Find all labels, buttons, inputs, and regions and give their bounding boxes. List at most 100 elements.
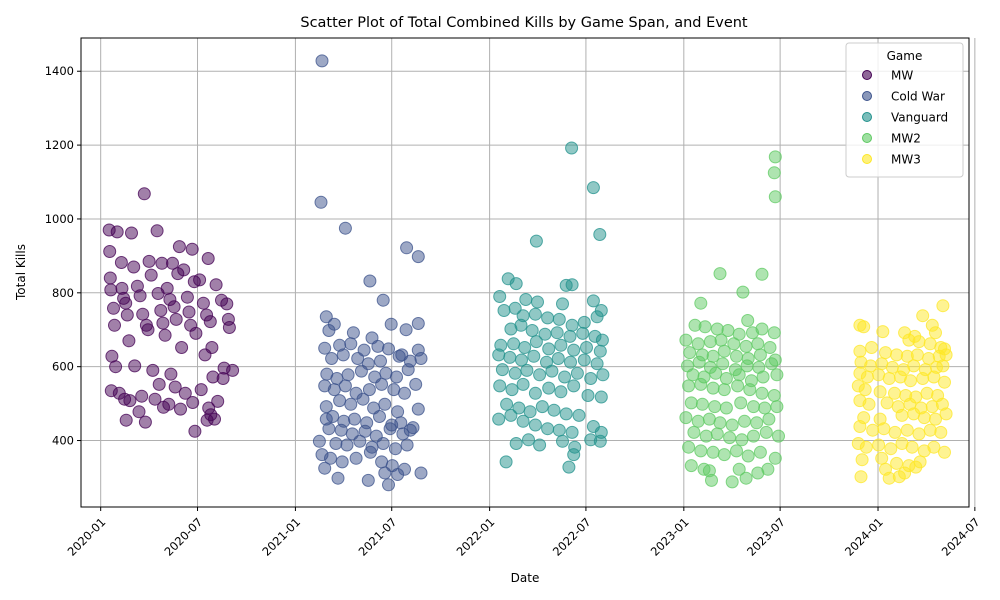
data-point [220, 297, 234, 311]
data-point [182, 305, 196, 319]
data-point [391, 405, 405, 419]
data-point [934, 425, 948, 439]
data-point [750, 416, 764, 430]
data-point [767, 389, 781, 402]
legend-marker [862, 133, 872, 143]
data-point [185, 242, 199, 256]
data-point [189, 326, 203, 340]
data-point [122, 334, 136, 348]
data-point [324, 451, 337, 465]
y-tick-label: 600 [52, 360, 74, 374]
data-point [890, 348, 904, 362]
data-point [103, 245, 117, 258]
data-point [351, 352, 365, 365]
data-point [169, 312, 183, 326]
x-axis-label: Date [511, 571, 540, 585]
data-point [679, 333, 693, 347]
data-point [334, 423, 348, 437]
data-point [547, 403, 561, 417]
data-point [362, 383, 376, 397]
data-point [154, 304, 168, 317]
data-point [541, 422, 555, 436]
data-point [349, 451, 363, 465]
data-point [333, 394, 347, 408]
data-point [505, 383, 519, 397]
data-point [322, 324, 336, 337]
data-point [150, 224, 164, 238]
data-point [312, 434, 326, 448]
data-point [201, 252, 215, 265]
data-point [765, 357, 779, 371]
data-point [142, 254, 156, 268]
data-point [508, 301, 522, 315]
x-tick: 2022-07 [550, 507, 594, 559]
data-point [686, 368, 700, 382]
data-point [565, 425, 579, 439]
x-tick: 2021-07 [356, 507, 400, 559]
data-point [743, 383, 757, 397]
data-point [529, 335, 543, 349]
y-tick: 1200 [45, 138, 81, 152]
data-point [531, 295, 544, 309]
data-point [939, 348, 953, 362]
data-point [222, 321, 236, 334]
data-point [137, 187, 151, 201]
data-point [516, 377, 530, 391]
x-tick-label: 2020-01 [65, 515, 109, 559]
data-point [358, 424, 372, 438]
data-point [103, 271, 117, 285]
data-point [581, 389, 595, 402]
data-point [127, 260, 141, 274]
legend-item: Cold War [862, 90, 945, 104]
data-point [336, 348, 350, 362]
data-point [768, 190, 782, 204]
data-point [503, 350, 517, 364]
data-point [732, 462, 746, 476]
data-point [166, 256, 179, 270]
data-point [119, 413, 133, 427]
x-tick-label: 2021-07 [356, 515, 400, 559]
data-point [383, 422, 397, 436]
data-point [929, 326, 942, 340]
data-point [565, 278, 579, 292]
data-point [717, 383, 731, 397]
data-point [344, 337, 358, 351]
data-point [133, 289, 147, 303]
data-point [716, 357, 730, 371]
data-point [705, 473, 718, 487]
data-point [388, 442, 402, 456]
data-point [768, 451, 782, 465]
data-point [374, 354, 387, 368]
data-point [329, 437, 343, 450]
data-point [730, 444, 743, 458]
data-point [497, 304, 511, 317]
data-point [545, 364, 559, 378]
data-point [885, 360, 899, 374]
data-point [348, 412, 361, 426]
data-point [904, 374, 917, 388]
data-point [382, 342, 395, 356]
data-point [725, 418, 739, 432]
data-point [751, 337, 765, 351]
data-point [713, 416, 727, 430]
data-point [590, 357, 604, 371]
data-point [378, 397, 392, 411]
legend-label: MW3 [891, 153, 921, 167]
legend-marker [862, 91, 872, 101]
legend-item: Vanguard [862, 111, 948, 125]
data-point [542, 381, 556, 395]
data-point [398, 386, 411, 400]
data-point [411, 402, 425, 416]
data-point [411, 317, 425, 330]
chart-title: Scatter Plot of Total Combined Kills by … [300, 15, 748, 31]
data-point [493, 379, 507, 393]
data-point [157, 400, 170, 414]
data-point [516, 414, 530, 428]
y-tick-label: 1000 [45, 212, 74, 226]
data-point [572, 408, 586, 422]
data-point [509, 277, 523, 291]
legend-title: Game [887, 49, 923, 63]
data-point [734, 396, 748, 410]
data-point [684, 396, 698, 410]
data-point [706, 445, 720, 459]
